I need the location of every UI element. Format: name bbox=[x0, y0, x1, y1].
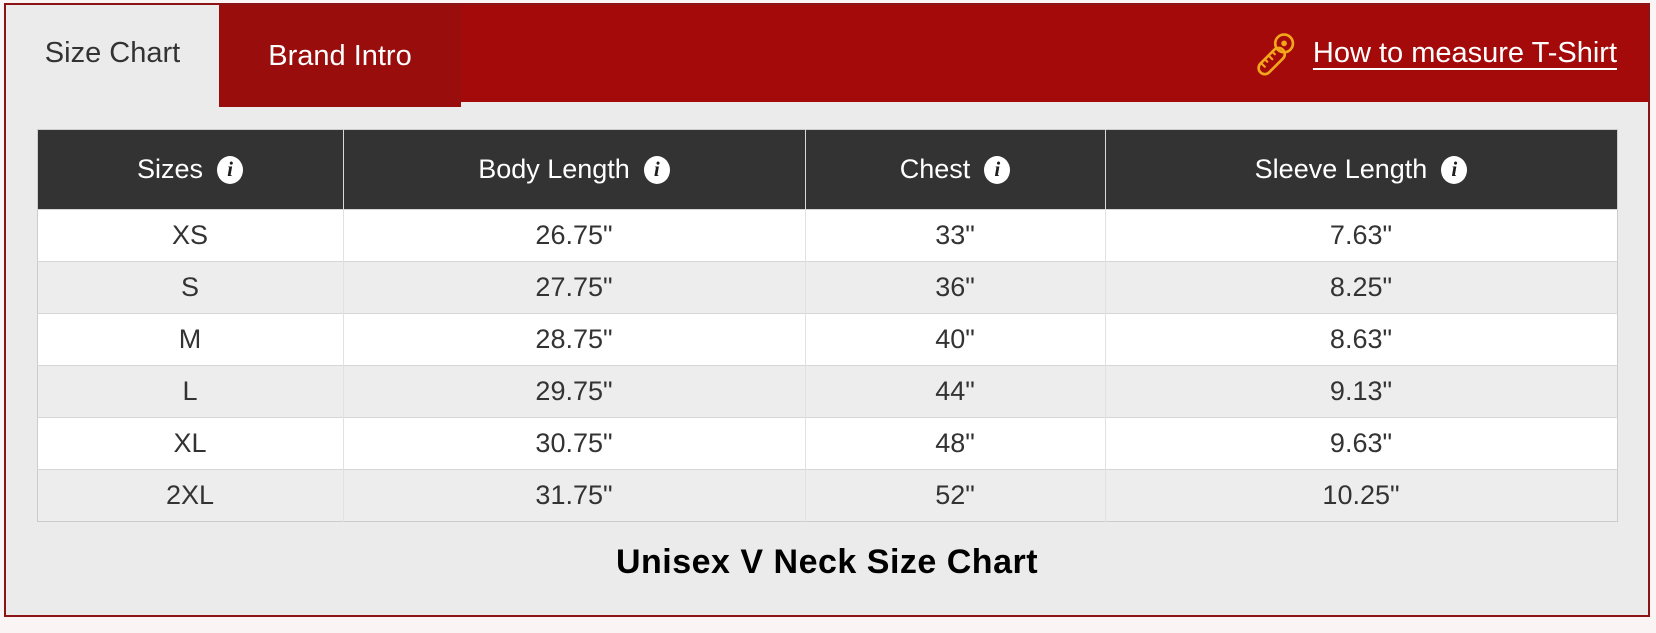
table-cell: 40" bbox=[805, 313, 1106, 366]
table-cell: 48" bbox=[805, 417, 1106, 470]
table-row: XS 26.75" 33" 7.63" bbox=[37, 209, 1617, 262]
table-row: L 29.75" 44" 9.13" bbox=[37, 365, 1617, 418]
table-cell: XL bbox=[37, 417, 344, 470]
size-chart-content: Sizes i Body Length i Chest i bbox=[6, 129, 1648, 582]
table-cell: 44" bbox=[805, 365, 1106, 418]
info-icon[interactable]: i bbox=[217, 155, 244, 184]
info-icon[interactable]: i bbox=[1441, 155, 1468, 184]
tab-brand-intro[interactable]: Brand Intro bbox=[219, 5, 461, 107]
column-header-label: Chest bbox=[899, 154, 971, 184]
tab-brand-intro-label: Brand Intro bbox=[268, 39, 412, 72]
column-header-sleeve-length: Sleeve Length i bbox=[1105, 129, 1617, 210]
table-row: 2XL 31.75" 52" 10.25" bbox=[37, 469, 1617, 522]
table-cell: M bbox=[37, 313, 344, 366]
info-icon[interactable]: i bbox=[643, 155, 670, 184]
table-cell: 52" bbox=[805, 469, 1106, 522]
tab-size-chart[interactable]: Size Chart bbox=[6, 5, 219, 102]
table-caption: Unisex V Neck Size Chart bbox=[615, 543, 1039, 581]
column-header-label: Sizes bbox=[136, 154, 204, 184]
column-header-chest: Chest i bbox=[805, 129, 1106, 210]
table-cell: 31.75" bbox=[343, 469, 806, 522]
size-chart-table-body: XS 26.75" 33" 7.63" S 27.75" 36" 8.25" M 28.75" 40… bbox=[37, 209, 1617, 522]
table-cell: 9.63" bbox=[1105, 417, 1617, 470]
table-cell: 28.75" bbox=[343, 313, 806, 366]
size-chart-table: Sizes i Body Length i Chest i bbox=[36, 129, 1618, 522]
table-row: S 27.75" 36" 8.25" bbox=[37, 261, 1617, 314]
table-cell: 7.63" bbox=[1105, 209, 1617, 262]
table-cell: 8.25" bbox=[1105, 261, 1617, 314]
table-cell: 10.25" bbox=[1105, 469, 1617, 522]
table-cell: XS bbox=[37, 209, 344, 262]
table-cell: L bbox=[37, 365, 344, 418]
table-cell: 29.75" bbox=[343, 365, 806, 418]
table-cell: S bbox=[37, 261, 344, 314]
column-header-body-length: Body Length i bbox=[343, 129, 806, 210]
measuring-tape-icon[interactable] bbox=[1254, 30, 1300, 78]
column-header-label: Sleeve Length bbox=[1254, 154, 1428, 184]
table-cell: 8.63" bbox=[1105, 313, 1617, 366]
table-cell: 2XL bbox=[37, 469, 344, 522]
tab-bar: Size Chart Brand Intro How to measure T-… bbox=[6, 5, 1648, 107]
tab-size-chart-label: Size Chart bbox=[44, 37, 181, 69]
info-icon[interactable]: i bbox=[984, 155, 1011, 184]
column-header-label: Body Length bbox=[478, 154, 630, 184]
table-cell: 33" bbox=[805, 209, 1106, 262]
how-to-measure-link[interactable]: How to measure T-Shirt bbox=[1312, 37, 1617, 69]
table-header-row: Sizes i Body Length i Chest i bbox=[37, 129, 1617, 210]
table-cell: 30.75" bbox=[343, 417, 806, 470]
table-cell: 36" bbox=[805, 261, 1106, 314]
table-cell: 26.75" bbox=[343, 209, 806, 262]
table-cell: 27.75" bbox=[343, 261, 806, 314]
column-header-sizes: Sizes i bbox=[37, 129, 344, 210]
size-chart-panel: Size Chart Brand Intro How to measure T-… bbox=[4, 3, 1650, 617]
measure-link-group: How to measure T-Shirt bbox=[1254, 5, 1648, 102]
table-row: M 28.75" 40" 8.63" bbox=[37, 313, 1617, 366]
table-cell: 9.13" bbox=[1105, 365, 1617, 418]
table-row: XL 30.75" 48" 9.63" bbox=[37, 417, 1617, 470]
